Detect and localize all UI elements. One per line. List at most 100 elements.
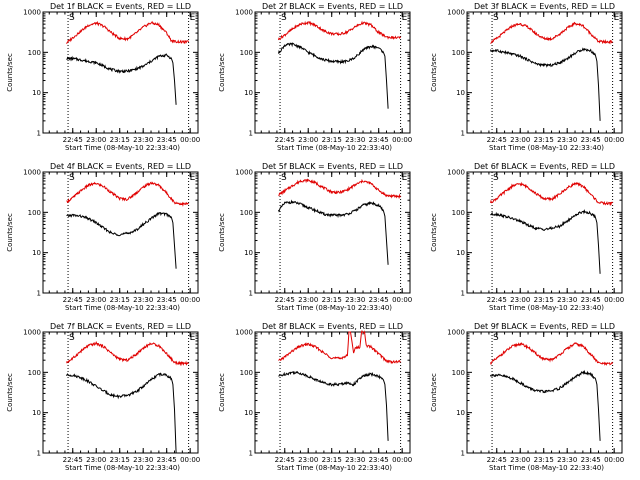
- plot-frame: [466, 11, 623, 134]
- y-tick-label: 10: [244, 249, 253, 257]
- x-tick-label: 23:30: [133, 456, 153, 464]
- y-tick-label: 1000: [447, 329, 465, 337]
- panel-title: Det 5f BLACK = Events, RED = LLD: [262, 162, 403, 171]
- x-tick-label: 00:00: [604, 136, 624, 144]
- start-marker-label: S: [69, 13, 75, 23]
- end-marker-label: E: [190, 173, 196, 183]
- y-tick-label: 100: [452, 369, 465, 377]
- events-rate-line: [66, 372, 177, 454]
- lld-rate-line: [278, 178, 401, 200]
- panel-title: Det 8f BLACK = Events, RED = LLD: [262, 322, 403, 331]
- x-tick-label: 23:45: [369, 456, 389, 464]
- events-rate-line: [490, 47, 601, 121]
- x-tick-label: 23:00: [510, 136, 530, 144]
- y-tick-label: 1: [249, 290, 253, 298]
- y-tick-label: 1000: [447, 169, 465, 177]
- lld-rate-line: [278, 329, 401, 365]
- x-tick-label: 23:15: [534, 136, 554, 144]
- x-tick-label: 22:45: [63, 296, 83, 304]
- x-tick-label: 00:00: [392, 456, 412, 464]
- x-tick-label: 22:45: [63, 136, 83, 144]
- events-rate-line: [278, 199, 389, 265]
- x-tick-label: 23:00: [298, 296, 318, 304]
- panel-title: Det 7f BLACK = Events, RED = LLD: [50, 322, 191, 331]
- x-tick-label: 22:45: [275, 456, 295, 464]
- x-axis-label: Start Time (08-May-10 22:33:40): [277, 304, 392, 312]
- events-rate-line: [278, 42, 389, 109]
- start-marker-label: S: [493, 333, 499, 343]
- x-tick-label: 23:30: [557, 296, 577, 304]
- y-tick-label: 10: [32, 249, 41, 257]
- x-axis-label: Start Time (08-May-10 22:33:40): [65, 464, 180, 472]
- lld-rate-line: [490, 181, 614, 207]
- x-axis-label: Start Time (08-May-10 22:33:40): [489, 144, 604, 152]
- x-axis-label: Start Time (08-May-10 22:33:40): [65, 144, 180, 152]
- x-axis-label: Start Time (08-May-10 22:33:40): [489, 464, 604, 472]
- y-tick-label: 100: [28, 369, 41, 377]
- panel-det-9: Det 9f BLACK = Events, RED = LLD Counts/s…: [430, 322, 624, 472]
- y-tick-label: 1: [37, 450, 41, 458]
- x-tick-label: 23:15: [110, 456, 130, 464]
- x-tick-label: 23:00: [510, 296, 530, 304]
- x-tick-label: 00:00: [180, 296, 200, 304]
- x-tick-label: 23:45: [581, 456, 601, 464]
- plot-frame: [254, 171, 411, 294]
- end-marker-label: E: [402, 13, 408, 23]
- panel-title: Det 6f BLACK = Events, RED = LLD: [474, 162, 615, 171]
- end-marker-label: E: [402, 333, 408, 343]
- x-tick-label: 23:00: [298, 136, 318, 144]
- y-tick-label: 1000: [235, 169, 253, 177]
- y-tick-label: 10: [244, 409, 253, 417]
- x-tick-label: 23:30: [133, 136, 153, 144]
- y-axis-label: Counts/sec: [6, 213, 14, 252]
- x-tick-label: 23:30: [557, 456, 577, 464]
- plot-frame: [466, 171, 623, 294]
- y-tick-label: 100: [28, 49, 41, 57]
- panel-title: Det 2f BLACK = Events, RED = LLD: [262, 2, 403, 11]
- plot-frame: [42, 11, 199, 134]
- start-marker-label: S: [69, 333, 75, 343]
- x-tick-label: 23:30: [133, 296, 153, 304]
- panel-det-8: Det 8f BLACK = Events, RED = LLD Counts/s…: [218, 322, 412, 472]
- x-tick-label: 22:45: [275, 136, 295, 144]
- y-tick-label: 1: [249, 130, 253, 138]
- y-tick-label: 1000: [23, 9, 41, 17]
- x-tick-label: 22:45: [275, 296, 295, 304]
- y-tick-label: 10: [32, 89, 41, 97]
- y-tick-label: 10: [456, 89, 465, 97]
- panel-det-6: Det 6f BLACK = Events, RED = LLD Counts/s…: [430, 162, 624, 312]
- end-marker-label: E: [190, 333, 196, 343]
- plot-frame: [42, 331, 199, 454]
- y-tick-label: 1000: [235, 9, 253, 17]
- lld-rate-line: [66, 181, 189, 207]
- y-tick-label: 1000: [23, 329, 41, 337]
- x-tick-label: 23:00: [510, 456, 530, 464]
- x-tick-label: 00:00: [604, 296, 624, 304]
- lld-rate-line: [66, 341, 189, 367]
- y-tick-label: 1000: [235, 329, 253, 337]
- y-tick-label: 1: [249, 450, 253, 458]
- x-tick-label: 23:15: [534, 456, 554, 464]
- x-tick-label: 23:15: [110, 296, 130, 304]
- events-rate-line: [490, 209, 601, 274]
- y-tick-label: 1000: [23, 169, 41, 177]
- events-rate-line: [66, 212, 177, 269]
- y-tick-label: 10: [32, 409, 41, 417]
- panel-det-7: Det 7f BLACK = Events, RED = LLD Counts/s…: [6, 322, 200, 472]
- panel-title: Det 1f BLACK = Events, RED = LLD: [50, 2, 191, 11]
- end-marker-label: E: [614, 13, 620, 23]
- lld-rate-line: [490, 342, 614, 366]
- y-axis-label: Counts/sec: [218, 373, 226, 412]
- panel-det-1: Det 1f BLACK = Events, RED = LLD Counts/s…: [6, 2, 200, 152]
- y-tick-label: 1: [461, 130, 465, 138]
- x-tick-label: 23:15: [322, 456, 342, 464]
- y-tick-label: 1: [461, 290, 465, 298]
- panel-title: Det 9f BLACK = Events, RED = LLD: [474, 322, 615, 331]
- events-rate-line: [66, 53, 177, 105]
- lld-rate-line: [278, 20, 402, 41]
- start-marker-label: S: [281, 173, 287, 183]
- start-marker-label: S: [69, 173, 75, 183]
- y-tick-label: 100: [452, 49, 465, 57]
- x-tick-label: 23:45: [581, 296, 601, 304]
- panel-det-2: Det 2f BLACK = Events, RED = LLD Counts/s…: [218, 2, 412, 152]
